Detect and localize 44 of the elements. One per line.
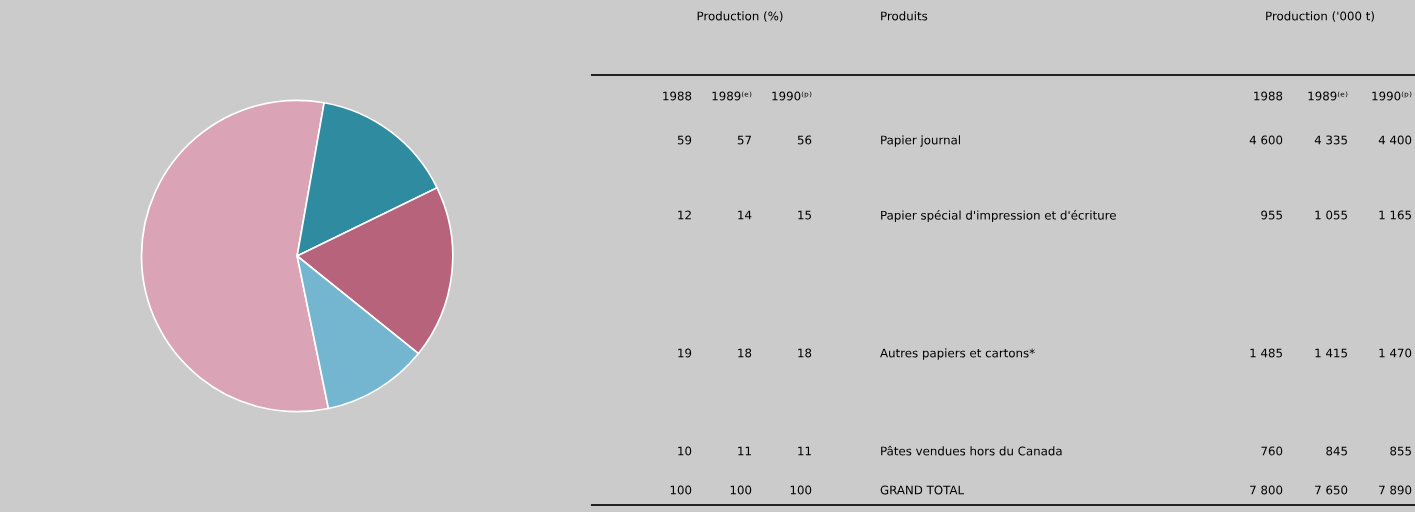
text: Papier journal	[881, 135, 960, 147]
text: 1 470	[1379, 348, 1412, 358]
text: 56	[797, 135, 812, 145]
text: 1988	[663, 91, 692, 101]
text: 4 400	[1378, 135, 1412, 145]
text: 845	[1326, 446, 1347, 456]
text: 1 165	[1379, 210, 1411, 220]
text: 4 335	[1314, 135, 1347, 145]
text: 18	[738, 348, 752, 358]
text: 11	[738, 446, 751, 456]
text: 12	[678, 210, 691, 220]
text: 4 600	[1249, 135, 1283, 145]
text: 1990⁽ᵖ⁾	[772, 91, 812, 101]
text: 1989⁽ᵉ⁾	[1308, 91, 1348, 101]
text: 1 055	[1315, 210, 1347, 220]
text: 7 650	[1315, 485, 1348, 495]
text: 57	[737, 135, 751, 145]
text: 11	[798, 446, 811, 456]
text: GRAND TOTAL	[880, 485, 965, 495]
text: 760	[1261, 446, 1283, 456]
text: 1 485	[1250, 348, 1282, 358]
text: 955	[1261, 210, 1282, 220]
text: 100	[670, 485, 692, 495]
text: 59	[677, 135, 692, 145]
text: 1989⁽ᵉ⁾	[712, 91, 752, 101]
text: 15	[798, 210, 811, 220]
text: Produits	[881, 11, 928, 21]
text: 100	[790, 485, 812, 495]
text: 100	[730, 485, 752, 495]
text: 19	[678, 348, 692, 358]
text: Papier spécial d'impression et d'écriture	[881, 210, 1116, 222]
text: 1 415	[1315, 348, 1347, 358]
text: Production ('000 t)	[1266, 11, 1374, 22]
text: 1988	[1254, 91, 1283, 101]
text: 7 800	[1250, 485, 1283, 495]
text: Production (%)	[697, 11, 783, 22]
text: Pâtes vendues hors du Canada	[881, 445, 1062, 456]
text: 14	[738, 210, 752, 220]
text: 18	[798, 348, 812, 358]
text: 7 890	[1379, 485, 1412, 495]
text: 1990⁽ᵖ⁾	[1372, 91, 1412, 101]
text: 855	[1390, 446, 1411, 456]
text: Autres papiers et cartons*	[880, 348, 1035, 360]
text: 10	[678, 446, 692, 456]
